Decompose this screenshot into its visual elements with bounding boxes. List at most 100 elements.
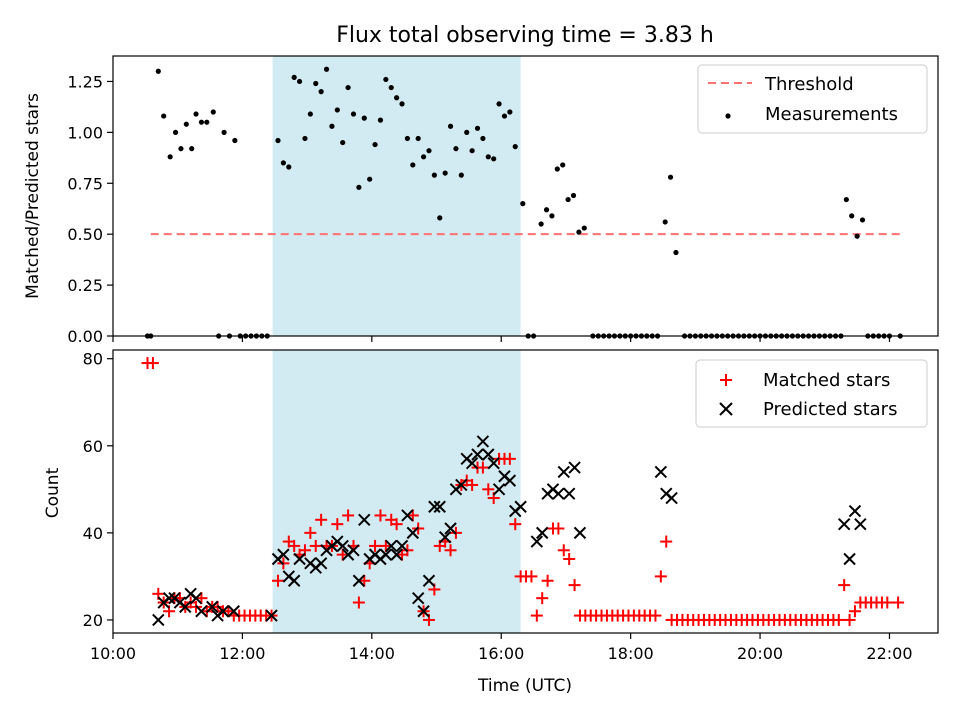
measurement-point: [520, 201, 526, 207]
predicted-star-point: [837, 517, 851, 531]
measurement-point: [313, 80, 319, 87]
measurement-point: [367, 176, 373, 182]
predicted-star-point: [293, 552, 306, 566]
predicted-star-point: [385, 539, 398, 553]
measurement-point: [554, 166, 560, 172]
measurement-point: [204, 119, 210, 125]
predicted-star-point: [573, 526, 587, 540]
matched-star-point: [369, 539, 382, 552]
measurement-point: [399, 101, 405, 107]
matched-star-point: [654, 570, 667, 583]
matched-star-point: [557, 544, 570, 557]
bottom-legend: Matched stars Predicted stars: [695, 359, 928, 428]
measurement-point: [420, 154, 427, 160]
predicted-star-point: [206, 600, 219, 614]
measurement-point: [394, 95, 400, 101]
bottom-y-tick-label: 80: [83, 350, 103, 369]
measurement-point: [286, 164, 292, 170]
measurement-point: [662, 219, 668, 225]
predicted-star-point: [162, 591, 176, 605]
matched-star-point: [482, 483, 495, 496]
measurement-point: [437, 215, 443, 221]
measurement-point: [469, 148, 475, 154]
predicted-star-point: [417, 605, 430, 618]
measurement-point: [667, 174, 674, 180]
predicted-star-point: [352, 574, 366, 587]
matched-star-point: [660, 535, 673, 548]
measurement-point: [345, 84, 351, 91]
predicted-star-point: [314, 557, 328, 570]
matched-star-point: [541, 574, 554, 587]
predicted-star-point: [433, 500, 446, 513]
predicted-star-point: [189, 591, 203, 605]
measurement-point: [485, 154, 491, 160]
measurement-point: [849, 213, 855, 219]
predicted-star-point: [654, 465, 668, 479]
top-y-ticks: 0.00 0.25 0.50 0.75 1.00 1.25: [67, 72, 113, 346]
bottom-x-tick-label: 14:00: [349, 644, 395, 663]
matched-star-point: [331, 518, 344, 531]
threshold-legend-label: Threshold: [764, 74, 854, 95]
predicted-star-point: [536, 526, 549, 540]
predicted-star-point: [476, 435, 490, 448]
predicted-star-point: [265, 609, 278, 622]
measurement-point: [318, 89, 324, 95]
measurement-point: [512, 144, 518, 150]
measurement-point: [291, 74, 297, 80]
predicted-star-point: [406, 526, 420, 540]
top-highlight-span: [272, 56, 521, 336]
measurement-point: [843, 196, 849, 203]
matched-star-point: [374, 509, 387, 522]
measurement-point: [549, 213, 555, 219]
bottom-span-fill: [272, 350, 521, 633]
bottom-legend-box: [695, 359, 928, 428]
predicted-star-point: [665, 491, 678, 505]
measurement-point: [302, 135, 308, 142]
predicted-star-point: [465, 456, 479, 470]
measurement-point: [167, 154, 173, 160]
measurement-point: [340, 139, 346, 146]
measurement-point: [210, 109, 216, 115]
measurement-point: [172, 129, 179, 135]
predicted-star-point: [444, 522, 457, 535]
matched-star-point: [838, 579, 851, 592]
measurement-point: [507, 109, 513, 115]
predicted-legend-label: Predicted stars: [763, 399, 897, 420]
matched-star-point: [552, 522, 565, 535]
predicted-star-point: [562, 487, 576, 500]
measurement-point: [198, 119, 205, 125]
measurement-point: [155, 68, 161, 74]
bottom-y-ticks: 20 40 60 80: [83, 350, 113, 630]
measurement-point: [854, 233, 860, 239]
predicted-star-point: [277, 548, 290, 561]
measurement-point: [383, 76, 389, 83]
top-span-fill: [272, 56, 521, 336]
predicted-star-point: [390, 548, 403, 561]
top-legend: Threshold Measurements: [697, 64, 928, 134]
matched-star-point: [309, 539, 322, 552]
predicted-star-point: [557, 465, 570, 479]
predicted-star-point: [455, 478, 468, 492]
measurements-legend-label: Measurements: [765, 104, 898, 125]
matched-star-point: [536, 592, 549, 605]
matched-star-point: [342, 509, 355, 522]
matched-legend-label: Matched stars: [763, 370, 890, 391]
measurement-point: [410, 162, 416, 168]
predicted-star-point: [336, 539, 349, 553]
predicted-legend-swatch: [719, 402, 733, 416]
bottom-y-tick-label: 60: [83, 437, 103, 456]
predicted-star-point: [179, 600, 192, 614]
measurement-point: [501, 113, 508, 119]
measurement-point: [859, 217, 866, 223]
top-panel: Flux total observing time = 3.83 h 0.000…: [23, 23, 939, 346]
bottom-y-axis-label: Count: [43, 467, 63, 518]
top-series-layer: [144, 66, 903, 339]
measurement-point: [426, 148, 432, 154]
predicted-star-point: [848, 504, 862, 518]
measurement-point: [673, 249, 679, 256]
measurement-point: [442, 170, 448, 176]
matched-star-point: [146, 357, 159, 370]
measurement-point: [581, 225, 587, 231]
bottom-x-tick-label: 18:00: [608, 644, 654, 663]
matched-star-point: [509, 518, 522, 531]
